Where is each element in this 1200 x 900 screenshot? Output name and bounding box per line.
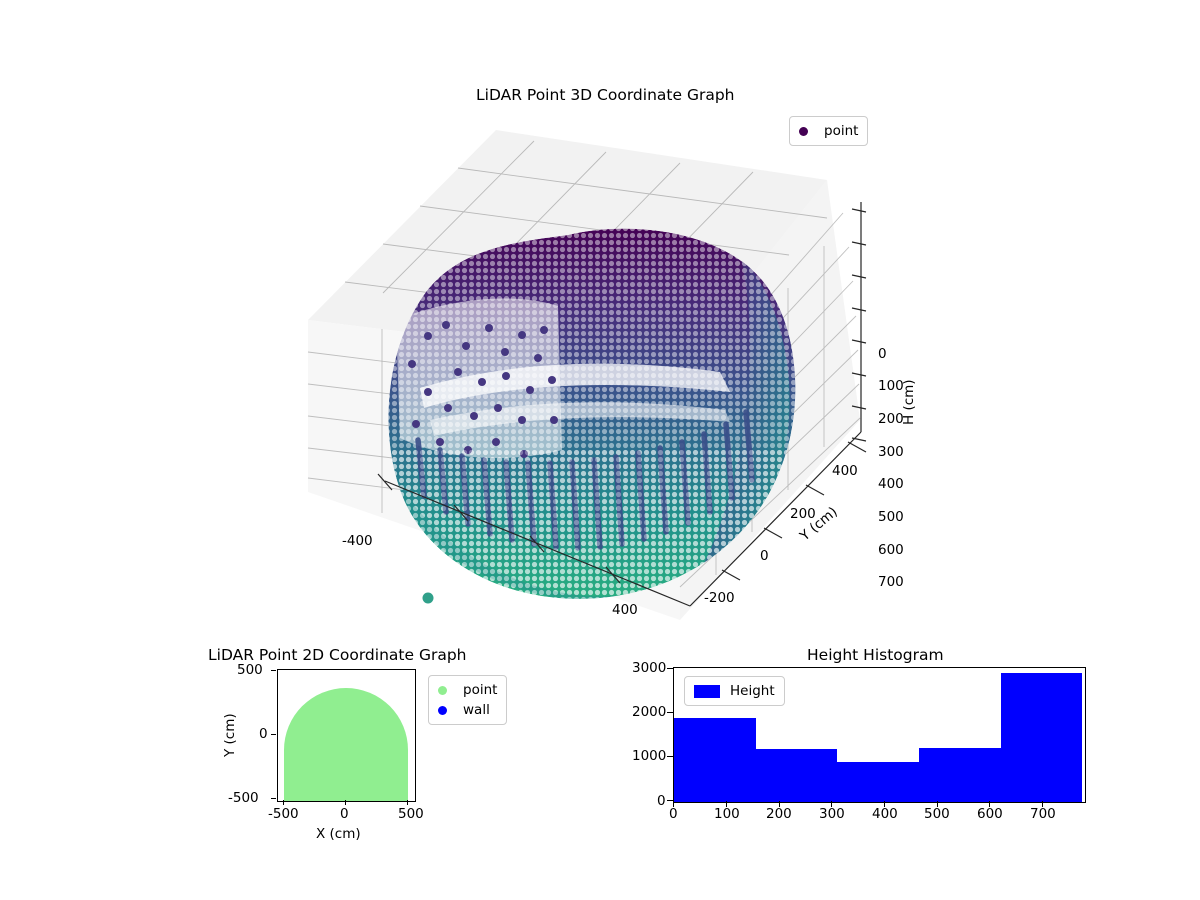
hist-ytick-mark-1 bbox=[667, 667, 673, 669]
z-tick-600: 600 bbox=[878, 542, 904, 558]
y-tick-400: 400 bbox=[832, 463, 858, 479]
hist-x-tick-600: 600 bbox=[977, 806, 1003, 822]
plot-3d-legend[interactable]: point bbox=[789, 116, 869, 146]
outlier-point bbox=[422, 592, 434, 604]
z-tick-100: 100 bbox=[878, 378, 904, 394]
y-tick-0: 0 bbox=[760, 548, 769, 564]
hist-x-tick-500: 500 bbox=[924, 806, 950, 822]
hist-xtick-mark-8 bbox=[1042, 801, 1044, 807]
hist-y-tick-2000: 2000 bbox=[632, 704, 667, 720]
y-tick-200: 200 bbox=[790, 506, 816, 522]
hist-x-tick-200: 200 bbox=[766, 806, 792, 822]
hist-y-tick-1000: 1000 bbox=[632, 748, 667, 764]
legend-label-point: point bbox=[463, 682, 498, 698]
plot2d-xtick-mark-1 bbox=[283, 800, 285, 805]
plot2d-y-tick-0: 0 bbox=[259, 726, 268, 742]
legend-label-point: point bbox=[824, 123, 859, 139]
hist-y-tick-0: 0 bbox=[657, 793, 666, 809]
hist-xtick-mark-7 bbox=[989, 801, 991, 807]
plot2d-y-tick-500: 500 bbox=[237, 662, 263, 678]
histogram-title: Height Histogram bbox=[807, 646, 944, 664]
hist-x-tick-300: 300 bbox=[819, 806, 845, 822]
legend-swatch-height-icon bbox=[694, 684, 720, 698]
plot2d-x-tick-0: 0 bbox=[340, 806, 349, 822]
histogram-bar bbox=[1000, 673, 1083, 802]
plot2d-ytick-mark-3 bbox=[271, 798, 276, 800]
legend-entry-wall: wall bbox=[438, 700, 497, 720]
z-tick-300: 300 bbox=[878, 444, 904, 460]
plot2d-y-axis-label: Y (cm) bbox=[222, 713, 238, 757]
hist-xtick-mark-6 bbox=[937, 801, 939, 807]
hist-y-tick-3000: 3000 bbox=[632, 660, 667, 676]
hist-xtick-mark-3 bbox=[779, 801, 781, 807]
plot-2d-legend[interactable]: point wall bbox=[428, 675, 508, 725]
hist-ytick-mark-3 bbox=[667, 756, 673, 758]
legend-marker-point-icon bbox=[438, 685, 447, 695]
axes-3d-canvas bbox=[307, 130, 867, 620]
legend-label-height: Height bbox=[730, 683, 775, 699]
legend-marker-point-icon bbox=[799, 126, 808, 136]
plot2d-y-tick--500: -500 bbox=[228, 790, 259, 806]
plot-3d-title: LiDAR Point 3D Coordinate Graph bbox=[476, 86, 735, 104]
plot2d-ytick-mark-2 bbox=[271, 734, 276, 736]
axes-2d[interactable] bbox=[277, 669, 416, 802]
hist-ytick-mark-4 bbox=[667, 800, 673, 802]
point-cloud-2d bbox=[284, 688, 408, 801]
legend-entry-point: point bbox=[799, 121, 858, 141]
histogram-legend[interactable]: Height bbox=[684, 676, 785, 706]
hist-ytick-mark-2 bbox=[667, 711, 673, 713]
axes-3d[interactable]: 0 100 200 300 400 500 600 700 H (cm) 400… bbox=[300, 120, 960, 630]
z-tick-200: 200 bbox=[878, 411, 904, 427]
z-tick-700: 700 bbox=[878, 574, 904, 590]
hist-xtick-mark-4 bbox=[831, 801, 833, 807]
plot2d-x-tick--500: -500 bbox=[268, 806, 299, 822]
histogram-bar bbox=[919, 747, 1001, 802]
histogram-bar bbox=[837, 762, 920, 802]
plot2d-xtick-mark-3 bbox=[407, 800, 409, 805]
x-tick-400: 400 bbox=[612, 602, 638, 618]
legend-label-wall: wall bbox=[463, 702, 490, 718]
hist-x-tick-400: 400 bbox=[872, 806, 898, 822]
z-tick-500: 500 bbox=[878, 509, 904, 525]
plot2d-x-tick-500: 500 bbox=[398, 806, 424, 822]
y-tick--200: -200 bbox=[704, 590, 735, 606]
legend-entry-height: Height bbox=[694, 681, 775, 701]
hist-x-tick-0: 0 bbox=[669, 806, 678, 822]
legend-marker-wall-icon bbox=[438, 705, 447, 715]
z-axis-label: H (cm) bbox=[901, 379, 917, 425]
hist-xtick-mark-1 bbox=[673, 801, 675, 807]
histogram-bar bbox=[755, 748, 838, 802]
plot2d-ytick-mark-1 bbox=[271, 669, 276, 671]
hist-x-tick-700: 700 bbox=[1030, 806, 1056, 822]
hist-xtick-mark-5 bbox=[884, 801, 886, 807]
plot2d-x-axis-label: X (cm) bbox=[316, 826, 361, 842]
z-tick-0: 0 bbox=[878, 346, 887, 362]
z-tick-400: 400 bbox=[878, 476, 904, 492]
plot2d-xtick-mark-2 bbox=[345, 800, 347, 805]
x-tick--400: -400 bbox=[342, 533, 373, 549]
hist-xtick-mark-2 bbox=[726, 801, 728, 807]
histogram-bar bbox=[674, 717, 756, 802]
legend-entry-point: point bbox=[438, 680, 497, 700]
plot-2d-title: LiDAR Point 2D Coordinate Graph bbox=[208, 646, 467, 664]
hist-x-tick-100: 100 bbox=[714, 806, 740, 822]
